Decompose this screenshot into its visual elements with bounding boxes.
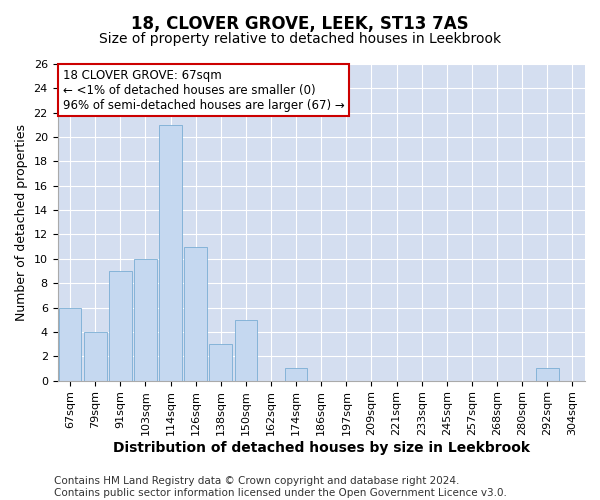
Bar — [184, 246, 207, 380]
X-axis label: Distribution of detached houses by size in Leekbrook: Distribution of detached houses by size … — [113, 441, 530, 455]
Bar — [285, 368, 307, 380]
Text: 18, CLOVER GROVE, LEEK, ST13 7AS: 18, CLOVER GROVE, LEEK, ST13 7AS — [131, 15, 469, 33]
Bar — [134, 259, 157, 380]
Bar — [84, 332, 107, 380]
Y-axis label: Number of detached properties: Number of detached properties — [15, 124, 28, 321]
Bar — [536, 368, 559, 380]
Bar — [159, 125, 182, 380]
Bar — [209, 344, 232, 381]
Bar — [109, 271, 131, 380]
Text: Contains HM Land Registry data © Crown copyright and database right 2024.
Contai: Contains HM Land Registry data © Crown c… — [54, 476, 507, 498]
Bar — [235, 320, 257, 380]
Bar — [59, 308, 82, 380]
Text: Size of property relative to detached houses in Leekbrook: Size of property relative to detached ho… — [99, 32, 501, 46]
Text: 18 CLOVER GROVE: 67sqm
← <1% of detached houses are smaller (0)
96% of semi-deta: 18 CLOVER GROVE: 67sqm ← <1% of detached… — [63, 68, 344, 112]
